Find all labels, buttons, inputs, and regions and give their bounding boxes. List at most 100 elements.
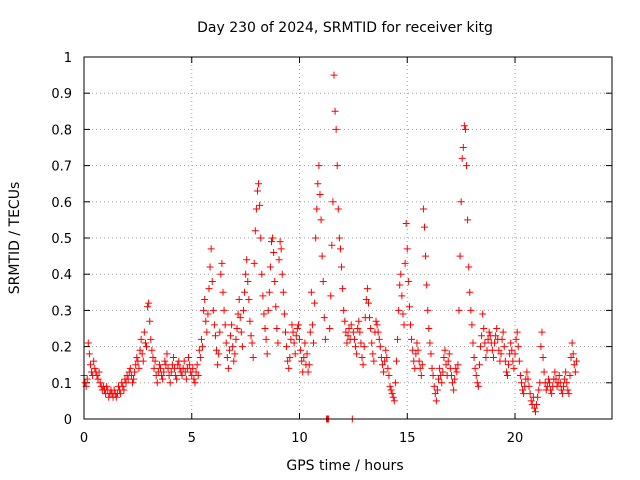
data-point — [546, 379, 554, 387]
data-point — [427, 350, 435, 358]
data-point — [155, 361, 163, 369]
data-point — [206, 263, 214, 271]
data-point — [511, 350, 519, 358]
data-point — [220, 306, 228, 314]
data-point — [290, 339, 298, 347]
data-point — [505, 361, 513, 369]
data-point — [421, 223, 429, 231]
data-point — [207, 245, 215, 253]
data-point — [117, 390, 125, 398]
data-point — [289, 328, 297, 336]
data-point — [86, 361, 94, 369]
data-point — [138, 350, 146, 358]
data-point — [222, 339, 230, 347]
data-point — [174, 361, 182, 369]
data-point — [571, 368, 579, 376]
data-point — [439, 368, 447, 376]
data-point — [395, 306, 403, 314]
data-point — [141, 339, 149, 347]
y-axis-label: SRMTID / TECUs — [7, 182, 23, 295]
data-point — [193, 361, 201, 369]
y-tick-label: 0.6 — [51, 196, 72, 211]
data-point — [396, 281, 404, 289]
data-point — [96, 379, 104, 387]
data-point — [444, 357, 452, 365]
data-point — [503, 372, 511, 380]
data-point — [261, 325, 269, 332]
data-point — [566, 372, 574, 380]
data-point — [142, 343, 150, 351]
data-point — [534, 393, 542, 401]
y-tick-label: 0.4 — [51, 268, 72, 283]
data-point — [430, 382, 438, 390]
data-point — [336, 245, 344, 253]
data-point — [273, 325, 281, 332]
data-point — [312, 234, 320, 242]
data-point — [530, 404, 538, 412]
data-point — [308, 321, 316, 329]
data-point — [306, 328, 314, 336]
data-point — [426, 339, 434, 347]
data-point — [507, 339, 515, 347]
data-point — [519, 386, 527, 394]
data-point — [326, 325, 334, 332]
data-point — [277, 245, 285, 253]
data-point — [363, 285, 371, 293]
data-point — [389, 393, 397, 401]
data-point — [251, 227, 259, 235]
data-point — [188, 372, 196, 380]
data-point — [508, 346, 516, 354]
data-point — [569, 350, 577, 358]
data-point — [499, 328, 507, 336]
data-point — [356, 328, 364, 336]
data-point — [514, 343, 522, 351]
data-point — [423, 281, 431, 289]
data-point — [485, 328, 493, 336]
data-point — [189, 364, 197, 372]
data-point — [311, 299, 319, 307]
y-tick-label: 0.5 — [51, 232, 72, 247]
data-point — [185, 353, 193, 361]
data-point — [203, 328, 211, 336]
data-point — [498, 335, 506, 343]
data-point — [405, 303, 413, 311]
data-point — [272, 303, 280, 311]
data-point — [415, 357, 423, 365]
data-point — [163, 350, 171, 358]
data-point — [150, 364, 158, 372]
data-point — [572, 357, 580, 365]
data-point — [248, 339, 256, 347]
data-point — [316, 191, 324, 199]
data-point — [433, 386, 441, 394]
data-point — [497, 350, 505, 358]
data-point — [247, 332, 255, 340]
data-point — [457, 198, 465, 206]
data-point — [287, 335, 295, 343]
data-point — [440, 353, 448, 361]
data-point — [480, 325, 488, 332]
data-point — [120, 386, 128, 394]
data-point — [422, 252, 430, 260]
data-point — [339, 285, 347, 293]
data-point — [204, 310, 212, 318]
data-point — [465, 263, 473, 271]
data-point — [265, 288, 273, 296]
data-point — [164, 364, 172, 372]
data-point — [315, 162, 323, 170]
data-point — [509, 357, 517, 365]
data-point — [122, 379, 130, 387]
data-point — [81, 379, 89, 387]
data-point — [540, 368, 548, 376]
data-point — [531, 408, 539, 416]
data-point — [291, 350, 299, 358]
data-point — [133, 353, 141, 361]
data-point — [463, 162, 471, 170]
data-point — [90, 357, 98, 365]
data-point — [298, 357, 306, 365]
data-point — [477, 343, 485, 351]
data-point — [132, 361, 140, 369]
data-point — [256, 201, 264, 209]
data-point — [370, 357, 378, 365]
data-point — [271, 277, 279, 285]
data-point — [242, 270, 250, 278]
